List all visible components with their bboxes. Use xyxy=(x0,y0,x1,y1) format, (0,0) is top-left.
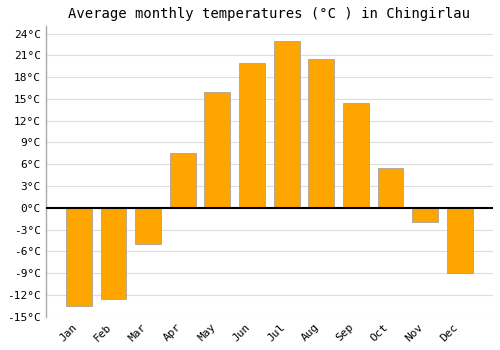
Bar xyxy=(412,208,438,222)
Bar xyxy=(170,153,196,208)
Bar xyxy=(446,208,472,273)
Bar xyxy=(343,103,369,208)
Bar xyxy=(66,208,92,306)
Bar xyxy=(274,41,299,208)
Bar xyxy=(378,168,404,208)
Bar xyxy=(135,208,161,244)
Title: Average monthly temperatures (°C ) in Chingirlau: Average monthly temperatures (°C ) in Ch… xyxy=(68,7,470,21)
Bar xyxy=(308,59,334,208)
Bar xyxy=(239,63,265,208)
Bar xyxy=(204,92,231,208)
Bar xyxy=(100,208,126,299)
